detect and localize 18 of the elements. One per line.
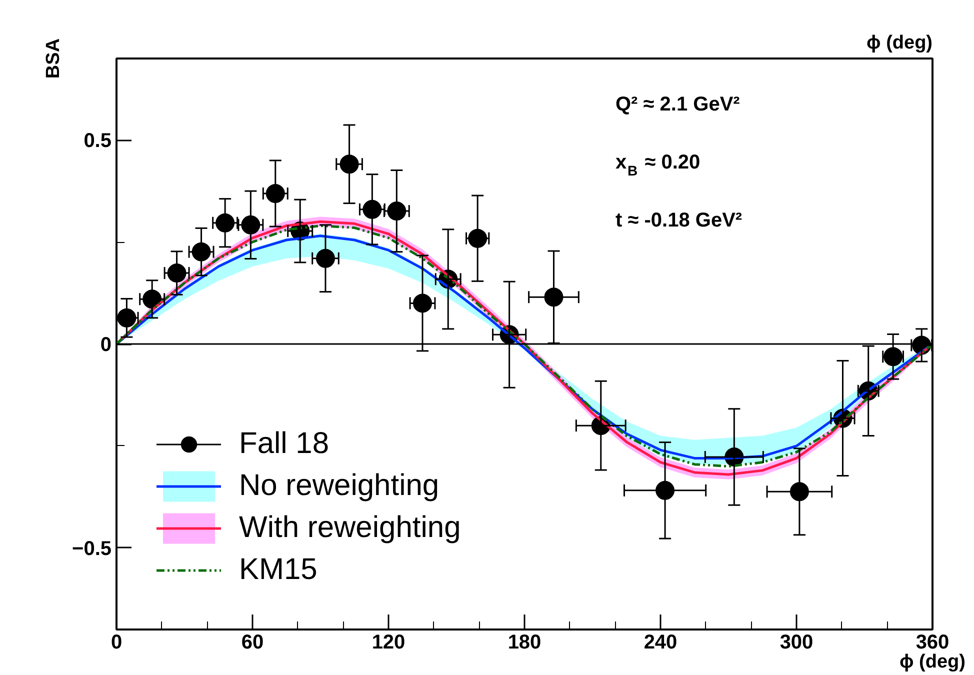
legend-label: Fall 18 bbox=[239, 427, 330, 461]
y-tick-label: −0.5 bbox=[72, 538, 112, 560]
annotation: t ≈ -0.18 GeV² bbox=[616, 210, 742, 232]
x-axis-title: ϕ (deg) bbox=[900, 652, 966, 672]
y-tick-label: 0 bbox=[100, 334, 112, 356]
legend-label: With reweighting bbox=[239, 511, 461, 545]
y-axis-title: BSA bbox=[43, 38, 64, 79]
annotation: Q² ≈ 2.1 GeV² bbox=[616, 94, 740, 116]
y-tick-label: 0.5 bbox=[84, 130, 112, 152]
x-tick-label: 240 bbox=[644, 632, 678, 654]
x-tick-label: 180 bbox=[508, 632, 542, 654]
x-tick-label: 300 bbox=[780, 632, 814, 654]
x-tick-label: 120 bbox=[372, 632, 406, 654]
text: ϕ (deg) bbox=[866, 32, 932, 54]
legend-label: No reweighting bbox=[239, 469, 440, 503]
x-tick-label: 360 bbox=[916, 632, 950, 654]
x-tick-label: 60 bbox=[241, 632, 264, 654]
legend-label: KM15 bbox=[239, 553, 318, 587]
